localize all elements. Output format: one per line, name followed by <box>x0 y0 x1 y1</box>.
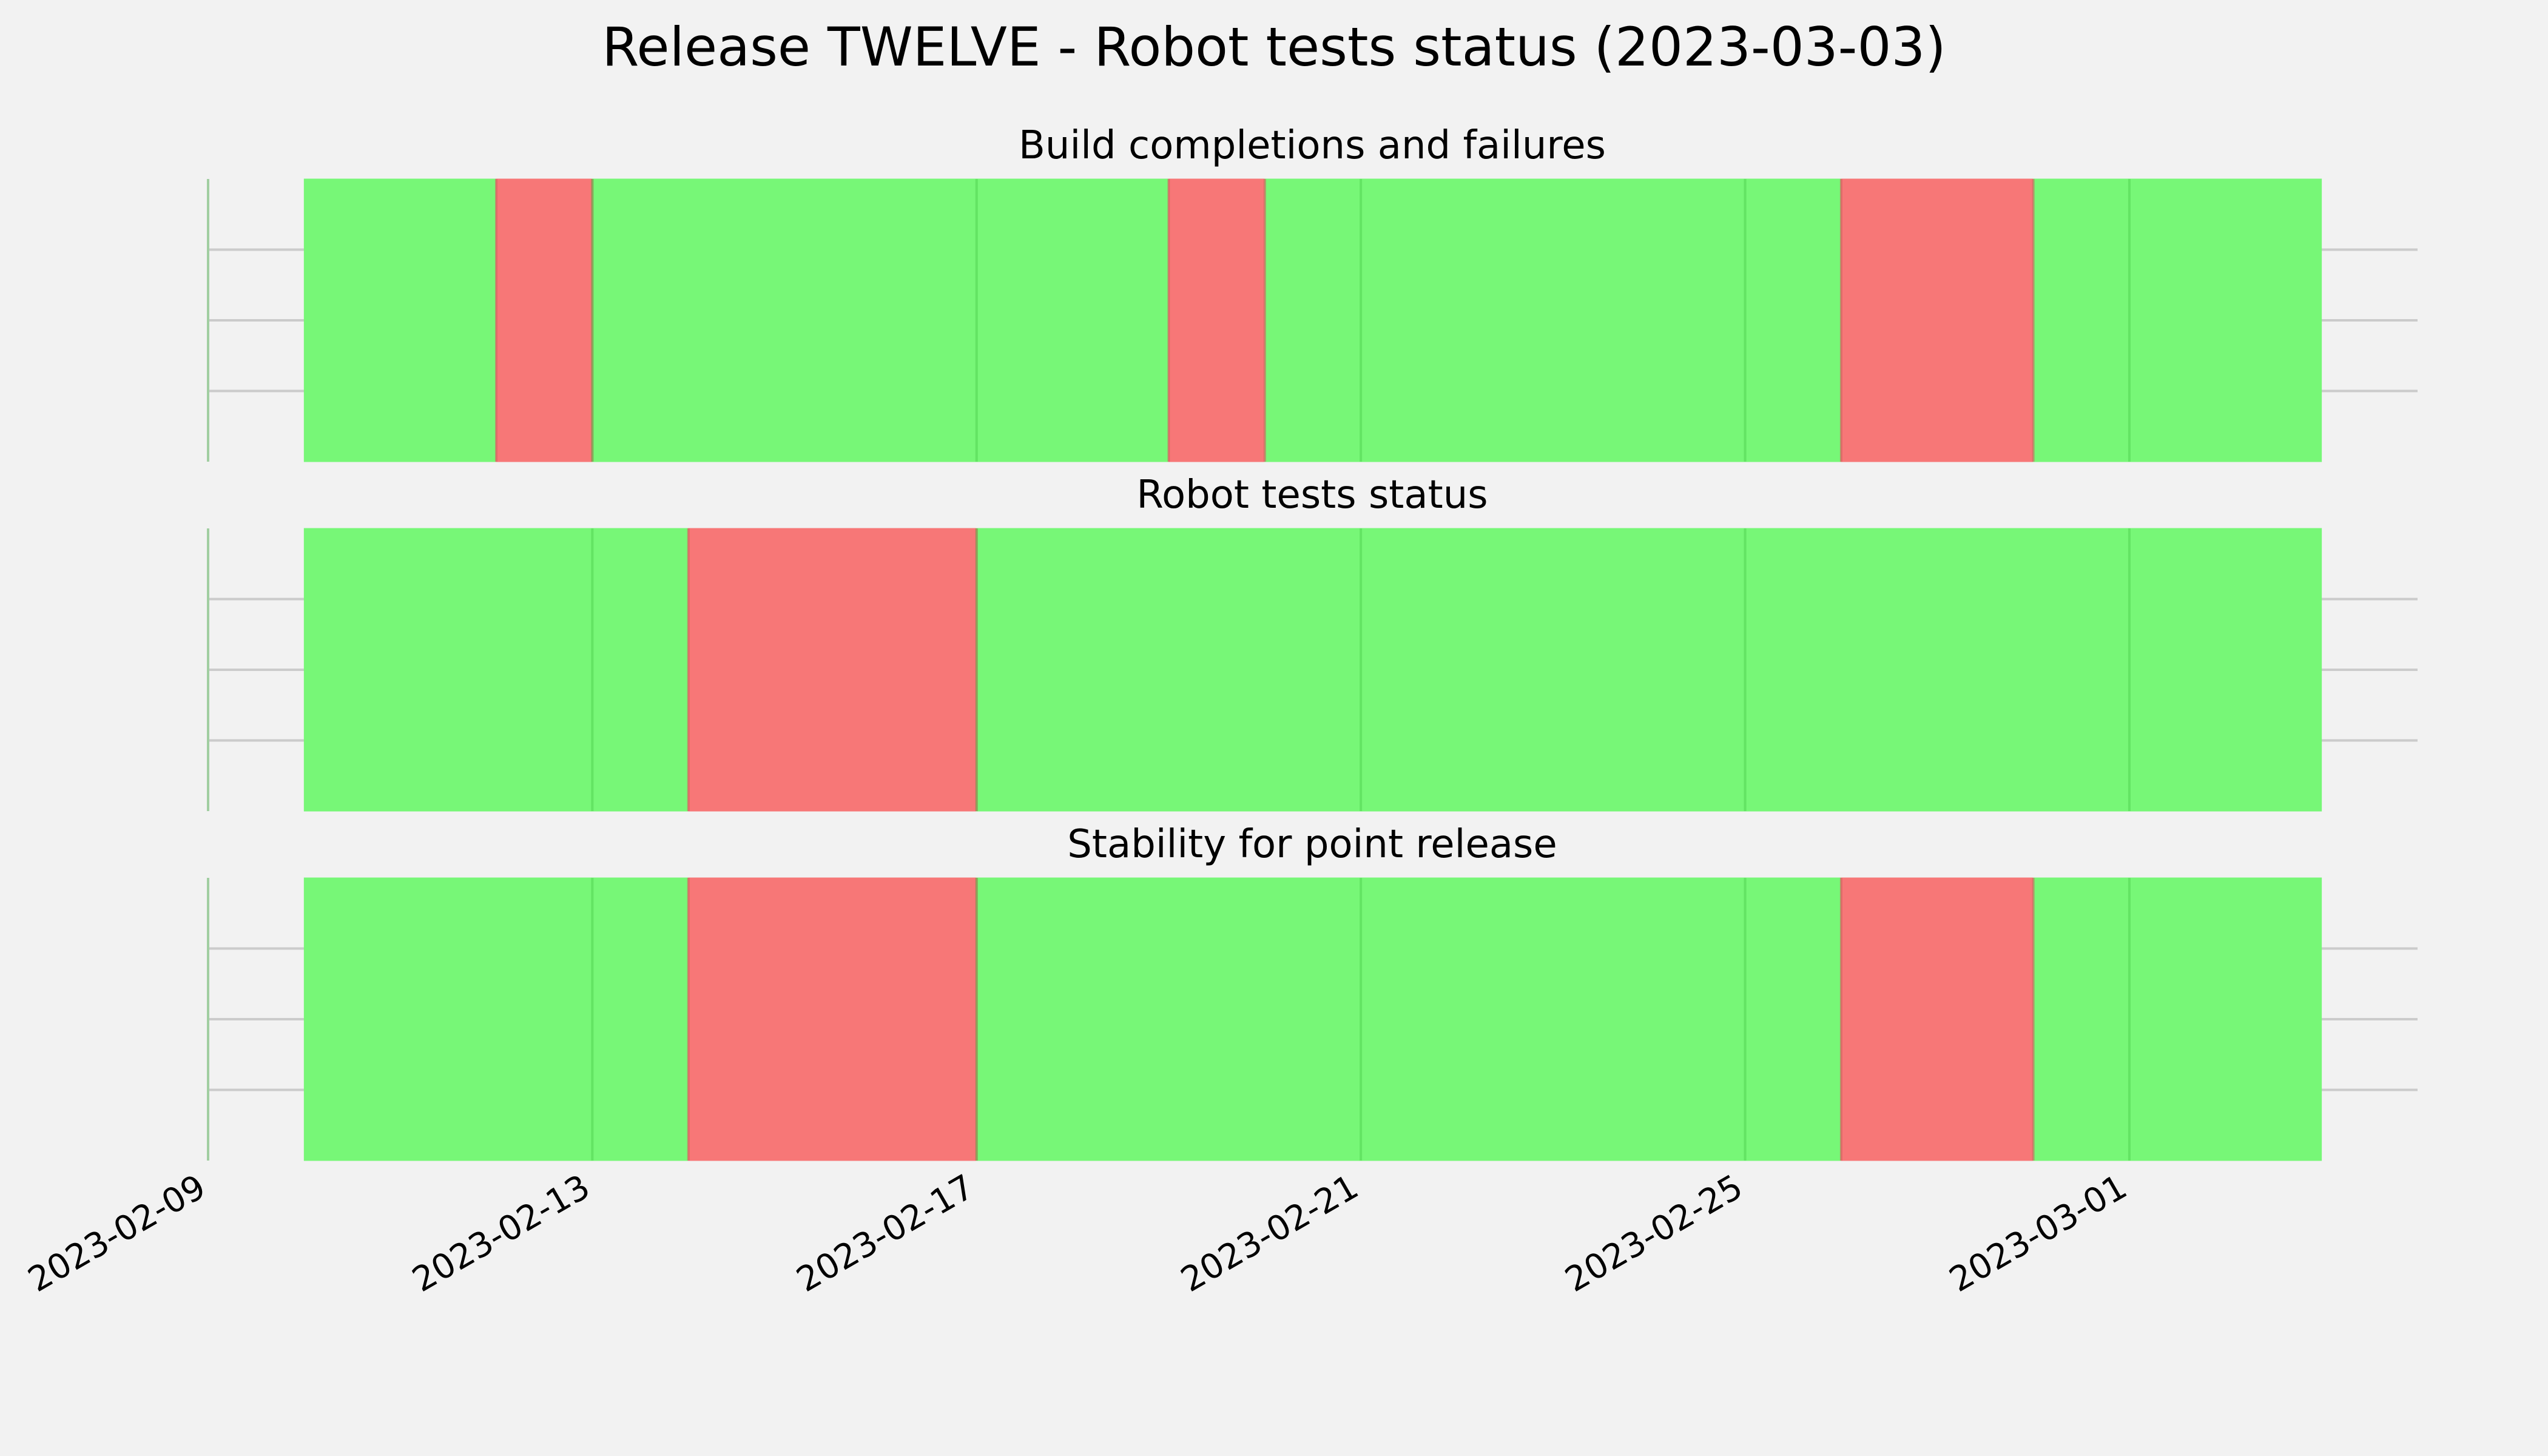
panel-title: Robot tests status <box>1136 473 1488 517</box>
segment-success <box>2033 877 2322 1161</box>
x-axis: 2023-02-09 2023-02-13 2023-02-17 2023-02-21… <box>22 1167 2134 1300</box>
panel-1: Build completions and failures <box>207 123 2418 462</box>
x-tick-label: 2023-02-21 <box>1175 1167 1365 1300</box>
panel-title: Build completions and failures <box>1019 123 1606 168</box>
x-tick-label: 2023-03-01 <box>1943 1167 2134 1300</box>
segment-success <box>303 178 497 462</box>
segment-failure <box>688 528 977 812</box>
segment-failure <box>496 178 593 462</box>
segment-success <box>303 877 689 1161</box>
panel-title: Stability for point release <box>1067 822 1557 867</box>
segment-failure <box>1168 178 1266 462</box>
segment-failure <box>688 877 977 1161</box>
segment-success <box>976 528 2322 812</box>
panel-2: Robot tests status <box>207 473 2418 812</box>
x-tick-label: 2023-02-25 <box>1559 1167 1749 1300</box>
segment-success <box>1264 178 1842 462</box>
panel-3: Stability for point release <box>207 822 2418 1161</box>
x-tick-label: 2023-02-17 <box>790 1167 980 1300</box>
chart-title: Release TWELVE - Robot tests status (202… <box>602 16 1946 78</box>
segment-success <box>303 528 689 812</box>
x-tick-label: 2023-02-09 <box>22 1167 212 1300</box>
segment-success <box>2033 178 2322 462</box>
segment-success <box>976 877 1842 1161</box>
segment-failure <box>1841 877 2034 1161</box>
segment-success <box>592 178 1169 462</box>
x-tick-label: 2023-02-13 <box>406 1167 596 1300</box>
segment-failure <box>1841 178 2034 462</box>
panels: Build completions and failures Robot test… <box>207 123 2418 1161</box>
